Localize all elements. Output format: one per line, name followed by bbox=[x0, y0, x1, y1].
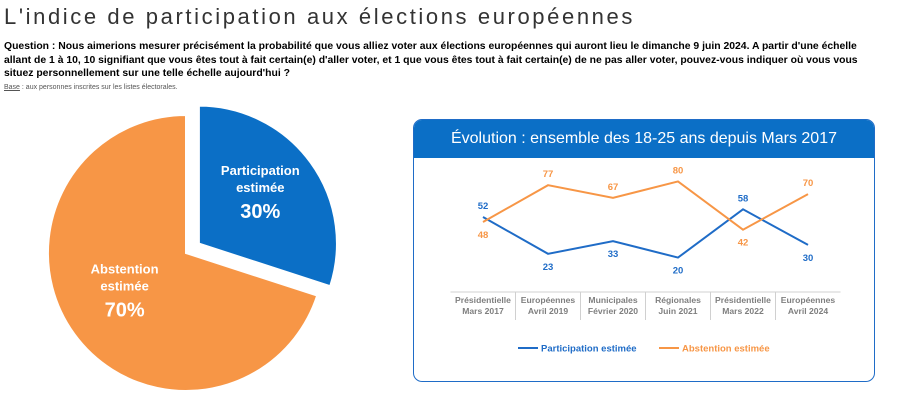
x-tick-label-3-line-1: Municipales bbox=[588, 295, 637, 305]
series-2-label-3: 67 bbox=[608, 182, 619, 193]
x-tick-label-4-line-1: Régionales bbox=[655, 295, 701, 305]
pie-chart: Participation estimée 30% Abstention estimée… bbox=[47, 104, 338, 392]
pie-slice-1 bbox=[197, 104, 338, 288]
series-1-label-3: 33 bbox=[608, 249, 619, 260]
base-label: Base bbox=[4, 84, 20, 91]
base-text: : aux personnes inscrites sur les listes… bbox=[19, 84, 178, 91]
pie-label-2-line-1: Abstention bbox=[91, 262, 159, 277]
question-text: Question : Nous aimerions mesurer précis… bbox=[4, 41, 858, 80]
x-tick-label-4-line-2: Juin 2021 bbox=[658, 306, 697, 316]
x-tick-label-3-line-2: Février 2020 bbox=[588, 306, 638, 316]
line-chart-title: Évolution : ensemble des 18-25 ans depui… bbox=[414, 120, 874, 158]
legend-label-2: Abstention estimée bbox=[682, 344, 770, 355]
series-line-2 bbox=[482, 180, 809, 231]
base-note: Base : aux personnes inscrites sur les l… bbox=[4, 84, 178, 91]
x-tick-label-2-line-2: Avril 2019 bbox=[528, 306, 569, 316]
x-tick-label-6-line-2: Avril 2024 bbox=[788, 306, 829, 316]
x-tick-label-2-line-1: Européennes bbox=[521, 295, 576, 305]
series-line-1 bbox=[482, 208, 809, 259]
page-title: L'indice de participation aux élections … bbox=[4, 4, 635, 29]
series-2-label-1: 48 bbox=[478, 230, 489, 241]
series-1-label-5: 58 bbox=[738, 193, 749, 204]
x-tick-label-5-line-2: Mars 2022 bbox=[722, 306, 764, 316]
series-1-label-1: 52 bbox=[478, 201, 489, 212]
pie-value-1: 30% bbox=[240, 201, 280, 223]
series-1-label-4: 20 bbox=[673, 266, 684, 277]
series-2-label-4: 80 bbox=[673, 165, 684, 176]
pie-label-1-line-1: Participation bbox=[221, 163, 300, 178]
series-2-label-2: 77 bbox=[543, 169, 554, 180]
x-tick-label-6-line-1: Européennes bbox=[781, 295, 836, 305]
pie-slice-2 bbox=[47, 113, 319, 392]
series-2-label-5: 42 bbox=[738, 238, 749, 249]
pie-value-2: 70% bbox=[105, 300, 145, 322]
series-1-label-2: 23 bbox=[543, 262, 554, 273]
x-tick-label-1-line-2: Mars 2017 bbox=[462, 306, 504, 316]
x-tick-label-5-line-1: Présidentielle bbox=[715, 295, 771, 305]
series-2-label-6: 70 bbox=[803, 178, 814, 189]
pie-label-2-line-2: estimée bbox=[100, 279, 148, 294]
x-tick-label-1-line-1: Présidentielle bbox=[455, 295, 511, 305]
evolution-panel: Évolution : ensemble des 18-25 ans depui… bbox=[413, 119, 875, 382]
legend-label-1: Participation estimée bbox=[541, 344, 637, 355]
series-1-label-6: 30 bbox=[803, 253, 814, 264]
pie-label-1-line-2: estimée bbox=[236, 180, 284, 195]
